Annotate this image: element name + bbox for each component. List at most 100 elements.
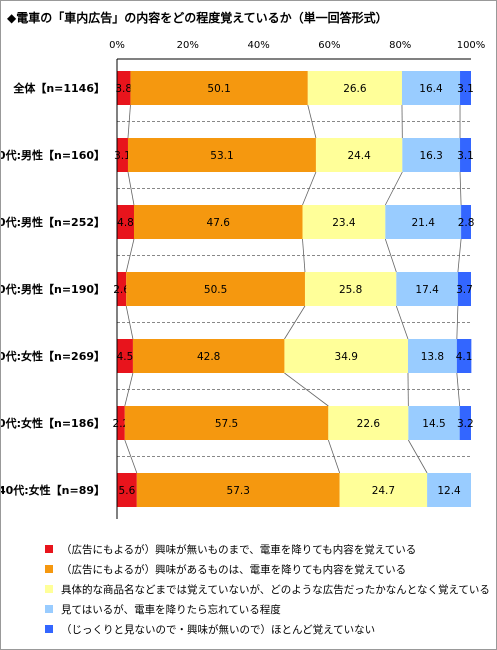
data-label: 17.4 [415, 284, 439, 296]
connector-line [459, 171, 462, 206]
bar-segment [126, 272, 305, 306]
data-label: 4.8 [117, 217, 134, 229]
bar-segment [461, 205, 471, 239]
data-label: 13.8 [421, 351, 444, 363]
bar-segment [117, 272, 127, 306]
bar-segment [402, 138, 461, 172]
legend-swatch [45, 565, 53, 573]
legend-label: （広告にもよるが）興味が無いものまで、電車を降りても内容を覚えている [61, 544, 417, 556]
data-label: 5.6 [119, 485, 136, 497]
legend-label: 見てはいるが、電車を降りたら忘れている程度 [61, 604, 281, 616]
bar-segment [127, 138, 316, 172]
data-label: 4.5 [117, 351, 134, 363]
bar-segment [117, 406, 125, 440]
bar-segment [117, 138, 128, 172]
bar-segment [401, 71, 461, 105]
bar-segment [459, 406, 471, 440]
data-label: 50.5 [204, 284, 227, 296]
bar-segment [117, 71, 131, 105]
data-label: 24.4 [347, 150, 371, 162]
x-tick-label: 40% [247, 40, 269, 51]
data-label: 22.6 [357, 418, 381, 430]
connector-line [456, 305, 459, 340]
category-label: 30代:男性【n=252】 [1, 215, 105, 229]
connector-line [307, 104, 317, 139]
data-label: 12.4 [437, 485, 461, 497]
connector-line [125, 305, 134, 340]
data-label: 2.8 [458, 217, 475, 229]
data-label: 23.4 [332, 217, 356, 229]
bar-segment [136, 473, 340, 507]
bar-segment [427, 473, 471, 507]
data-label: 16.4 [419, 83, 443, 95]
bar-segment [117, 339, 133, 373]
x-tick-label: 60% [318, 40, 340, 51]
bar-segment [302, 205, 386, 239]
category-label: 20代:女性【n=269】 [1, 349, 105, 363]
connector-line [127, 104, 131, 139]
legend-swatch [45, 585, 53, 593]
legend-label: （広告にもよるが）興味があるものは、電車を降りても内容を覚えている [61, 564, 407, 576]
connector-line [456, 372, 461, 407]
bar-segment [284, 339, 408, 373]
data-label: 3.7 [456, 284, 473, 296]
connector-line [302, 171, 317, 206]
bar-segment [307, 71, 402, 105]
bar-segment [407, 339, 457, 373]
connector-line [124, 439, 138, 474]
category-label: 40代:男性【n=190】 [1, 282, 105, 296]
connector-line [407, 439, 428, 474]
data-label: 26.6 [343, 83, 367, 95]
connector-line [124, 372, 134, 407]
category-label: 全体【n=1146】 [12, 81, 105, 95]
data-label: 2.6 [113, 284, 130, 296]
x-tick-label: 100% [457, 40, 486, 51]
bar-segment [456, 339, 472, 373]
x-tick-label: 80% [389, 40, 411, 51]
bar-segment [315, 138, 403, 172]
bar-segment [132, 339, 285, 373]
bar-segment [124, 406, 329, 440]
legend-swatch [45, 545, 53, 553]
data-label: 24.7 [372, 485, 395, 497]
data-label: 57.5 [215, 418, 238, 430]
legend-label: 具体的な商品名などまでは覚えていないが、どのような広告だったかなんとなく覚えてい… [61, 584, 490, 596]
x-tick-label: 0% [109, 40, 125, 51]
data-label: 3.8 [115, 83, 132, 95]
data-label: 3.2 [457, 418, 474, 430]
data-label: 25.8 [339, 284, 362, 296]
legend-swatch [45, 625, 53, 633]
bar-segment [130, 71, 308, 105]
connector-line [327, 439, 341, 474]
data-label: 53.1 [210, 150, 233, 162]
connector-line [127, 171, 135, 206]
x-tick-label: 20% [177, 40, 199, 51]
bar-segment [457, 272, 471, 306]
bar-segment [385, 205, 462, 239]
connector-line [457, 238, 462, 273]
data-label: 34.9 [335, 351, 358, 363]
data-label: 14.5 [422, 418, 445, 430]
bar-segment [304, 272, 397, 306]
chart-title: ◆電車の「車内広告」の内容をどの程度覚えているか（単一回答形式） [7, 11, 388, 25]
bar-segment [117, 205, 134, 239]
bar-segment [460, 71, 471, 105]
category-label: 20代:男性【n=160】 [1, 148, 105, 162]
connector-line [395, 305, 409, 340]
category-label: 40代:女性【n=89】 [1, 483, 105, 497]
data-label: 4.1 [456, 351, 473, 363]
data-label: 3.1 [114, 150, 131, 162]
data-label: 47.6 [207, 217, 231, 229]
data-label: 57.3 [227, 485, 250, 497]
bar-segment [339, 473, 428, 507]
category-label: 30代:女性【n=186】 [1, 416, 105, 430]
bar-segment [328, 406, 409, 440]
bar-segment [133, 205, 303, 239]
connector-line [125, 238, 135, 273]
bar-segment [460, 138, 471, 172]
data-label: 3.1 [457, 150, 474, 162]
connector-line [384, 171, 403, 206]
data-label: 21.4 [412, 217, 436, 229]
legend-label: （じっくりと見ないので・興味が無いので）ほとんど覚えていない [61, 624, 376, 636]
